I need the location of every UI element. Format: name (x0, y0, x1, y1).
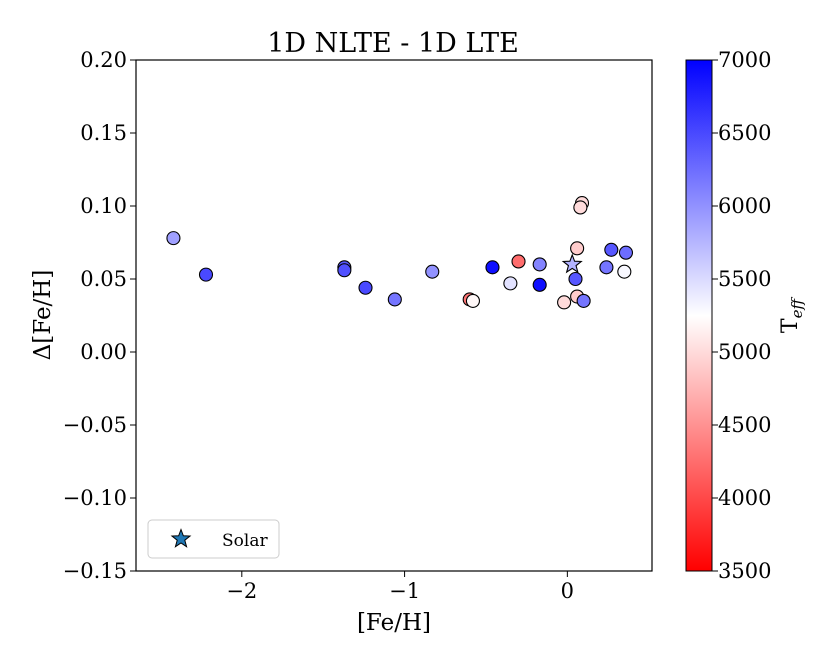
y-tick-label: −0.10 (63, 486, 127, 510)
data-point (503, 276, 518, 291)
data-point (599, 260, 614, 275)
data-point (570, 241, 585, 256)
colorbar-label-subscript: eff (788, 297, 806, 319)
colorbar (685, 59, 713, 572)
data-point (618, 245, 634, 260)
data-point (557, 295, 572, 310)
x-axis: −2 −1 0 (226, 571, 574, 603)
data-point (617, 264, 632, 279)
y-axis-label: Δ[Fe/H] (30, 270, 56, 361)
y-tick-label: 0.05 (80, 267, 127, 291)
colorbar-tick-label: 3500 (718, 559, 771, 583)
data-point (358, 280, 373, 295)
y-tick-label: 0.20 (80, 48, 127, 72)
colorbar-tick-label: 7000 (718, 48, 771, 72)
data-point (511, 254, 526, 269)
x-axis-label: [Fe/H] (357, 610, 431, 636)
legend-star-icon (170, 528, 192, 548)
data-point (198, 267, 214, 282)
legend: Solar (147, 519, 280, 559)
colorbar-tick-label: 6000 (718, 194, 771, 218)
x-tick-label: −2 (226, 579, 257, 603)
data-point (485, 260, 500, 275)
data-point (387, 292, 402, 307)
data-point (166, 231, 181, 246)
data-point (573, 200, 588, 215)
solar-star-marker (561, 253, 583, 274)
data-point (604, 242, 619, 257)
data-point (568, 271, 583, 287)
colorbar-tick-label: 5000 (718, 340, 771, 364)
colorbar-tick-label: 4500 (718, 413, 771, 437)
colorbar-label-main: T (778, 318, 803, 333)
y-tick-label: 0.10 (80, 194, 127, 218)
colorbar-label: Teff (778, 297, 806, 334)
legend-label: Solar (222, 531, 268, 551)
data-point (576, 293, 591, 308)
y-tick-label: 0.00 (80, 340, 127, 364)
chart-title: 1D NLTE - 1D LTE (267, 28, 519, 59)
x-tick-label: 0 (561, 579, 574, 603)
y-tick-label: 0.15 (80, 121, 127, 145)
y-tick-label: −0.15 (63, 559, 127, 583)
data-point (337, 263, 352, 278)
y-axis: −0.15 −0.10 −0.05 0.00 0.05 0.10 0.15 0.20 (63, 48, 136, 583)
colorbar-tick-label: 4000 (718, 486, 771, 510)
y-tick-label: −0.05 (63, 413, 127, 437)
data-point (532, 277, 547, 292)
plot-frame (135, 59, 653, 572)
data-point (532, 257, 547, 272)
scatter-marks (166, 196, 634, 310)
x-tick-label: −1 (389, 579, 420, 603)
colorbar-ticks: 3500 4000 4500 5000 5500 6000 6500 7000 (712, 48, 771, 583)
data-point (465, 293, 480, 308)
colorbar-tick-label: 6500 (718, 121, 771, 145)
colorbar-tick-label: 5500 (718, 267, 771, 291)
data-point (425, 264, 440, 279)
